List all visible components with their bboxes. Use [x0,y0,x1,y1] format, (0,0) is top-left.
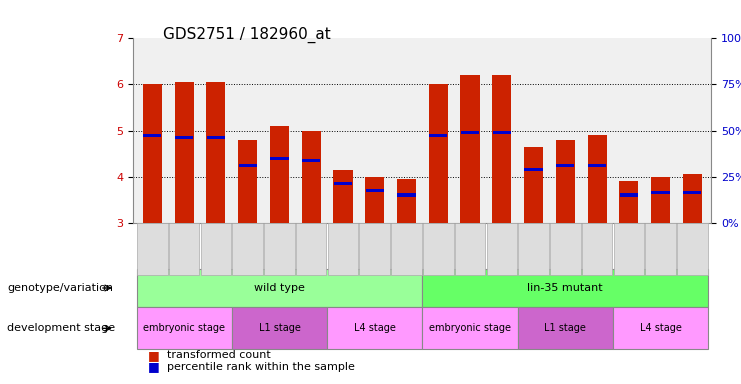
Bar [333,170,353,223]
Bar [175,136,193,139]
Bar [238,140,257,223]
Bar [302,131,321,223]
Bar [683,191,701,194]
Bar [270,126,289,223]
Bar [556,140,575,223]
Bar [651,191,670,194]
Text: GDS2751 / 182960_at: GDS2751 / 182960_at [163,27,330,43]
Bar [588,164,606,167]
Bar [143,134,162,137]
Text: lin-35 mutant: lin-35 mutant [528,283,603,293]
Bar [460,75,479,223]
Bar [651,177,670,223]
Text: L4 stage: L4 stage [639,323,682,333]
Text: genotype/variation: genotype/variation [7,283,113,293]
Bar [493,131,511,134]
Bar [461,131,479,134]
Bar [207,136,225,139]
Bar [270,157,288,160]
Text: embryonic stage: embryonic stage [429,323,511,333]
Text: ■: ■ [148,349,160,362]
Text: development stage: development stage [7,323,116,333]
Bar [429,84,448,223]
Bar [619,194,638,197]
Bar [143,84,162,223]
Bar [239,164,256,167]
Bar [556,164,574,167]
Bar [429,134,448,137]
Text: L1 stage: L1 stage [545,323,586,333]
Text: transformed count: transformed count [167,350,270,360]
Text: L1 stage: L1 stage [259,323,300,333]
Bar [492,75,511,223]
Bar [525,168,542,171]
Bar [334,182,352,185]
Bar [397,179,416,223]
Text: L4 stage: L4 stage [353,323,396,333]
Bar [397,194,416,197]
Text: ■: ■ [148,360,160,373]
Text: wild type: wild type [254,283,305,293]
Bar [175,82,193,223]
Text: embryonic stage: embryonic stage [143,323,225,333]
Bar [682,174,702,223]
Bar [619,181,638,223]
Bar [365,177,385,223]
Bar [302,159,320,162]
Bar [588,135,607,223]
Text: percentile rank within the sample: percentile rank within the sample [167,362,355,372]
Bar [524,147,543,223]
Bar [365,189,384,192]
Bar [207,82,225,223]
